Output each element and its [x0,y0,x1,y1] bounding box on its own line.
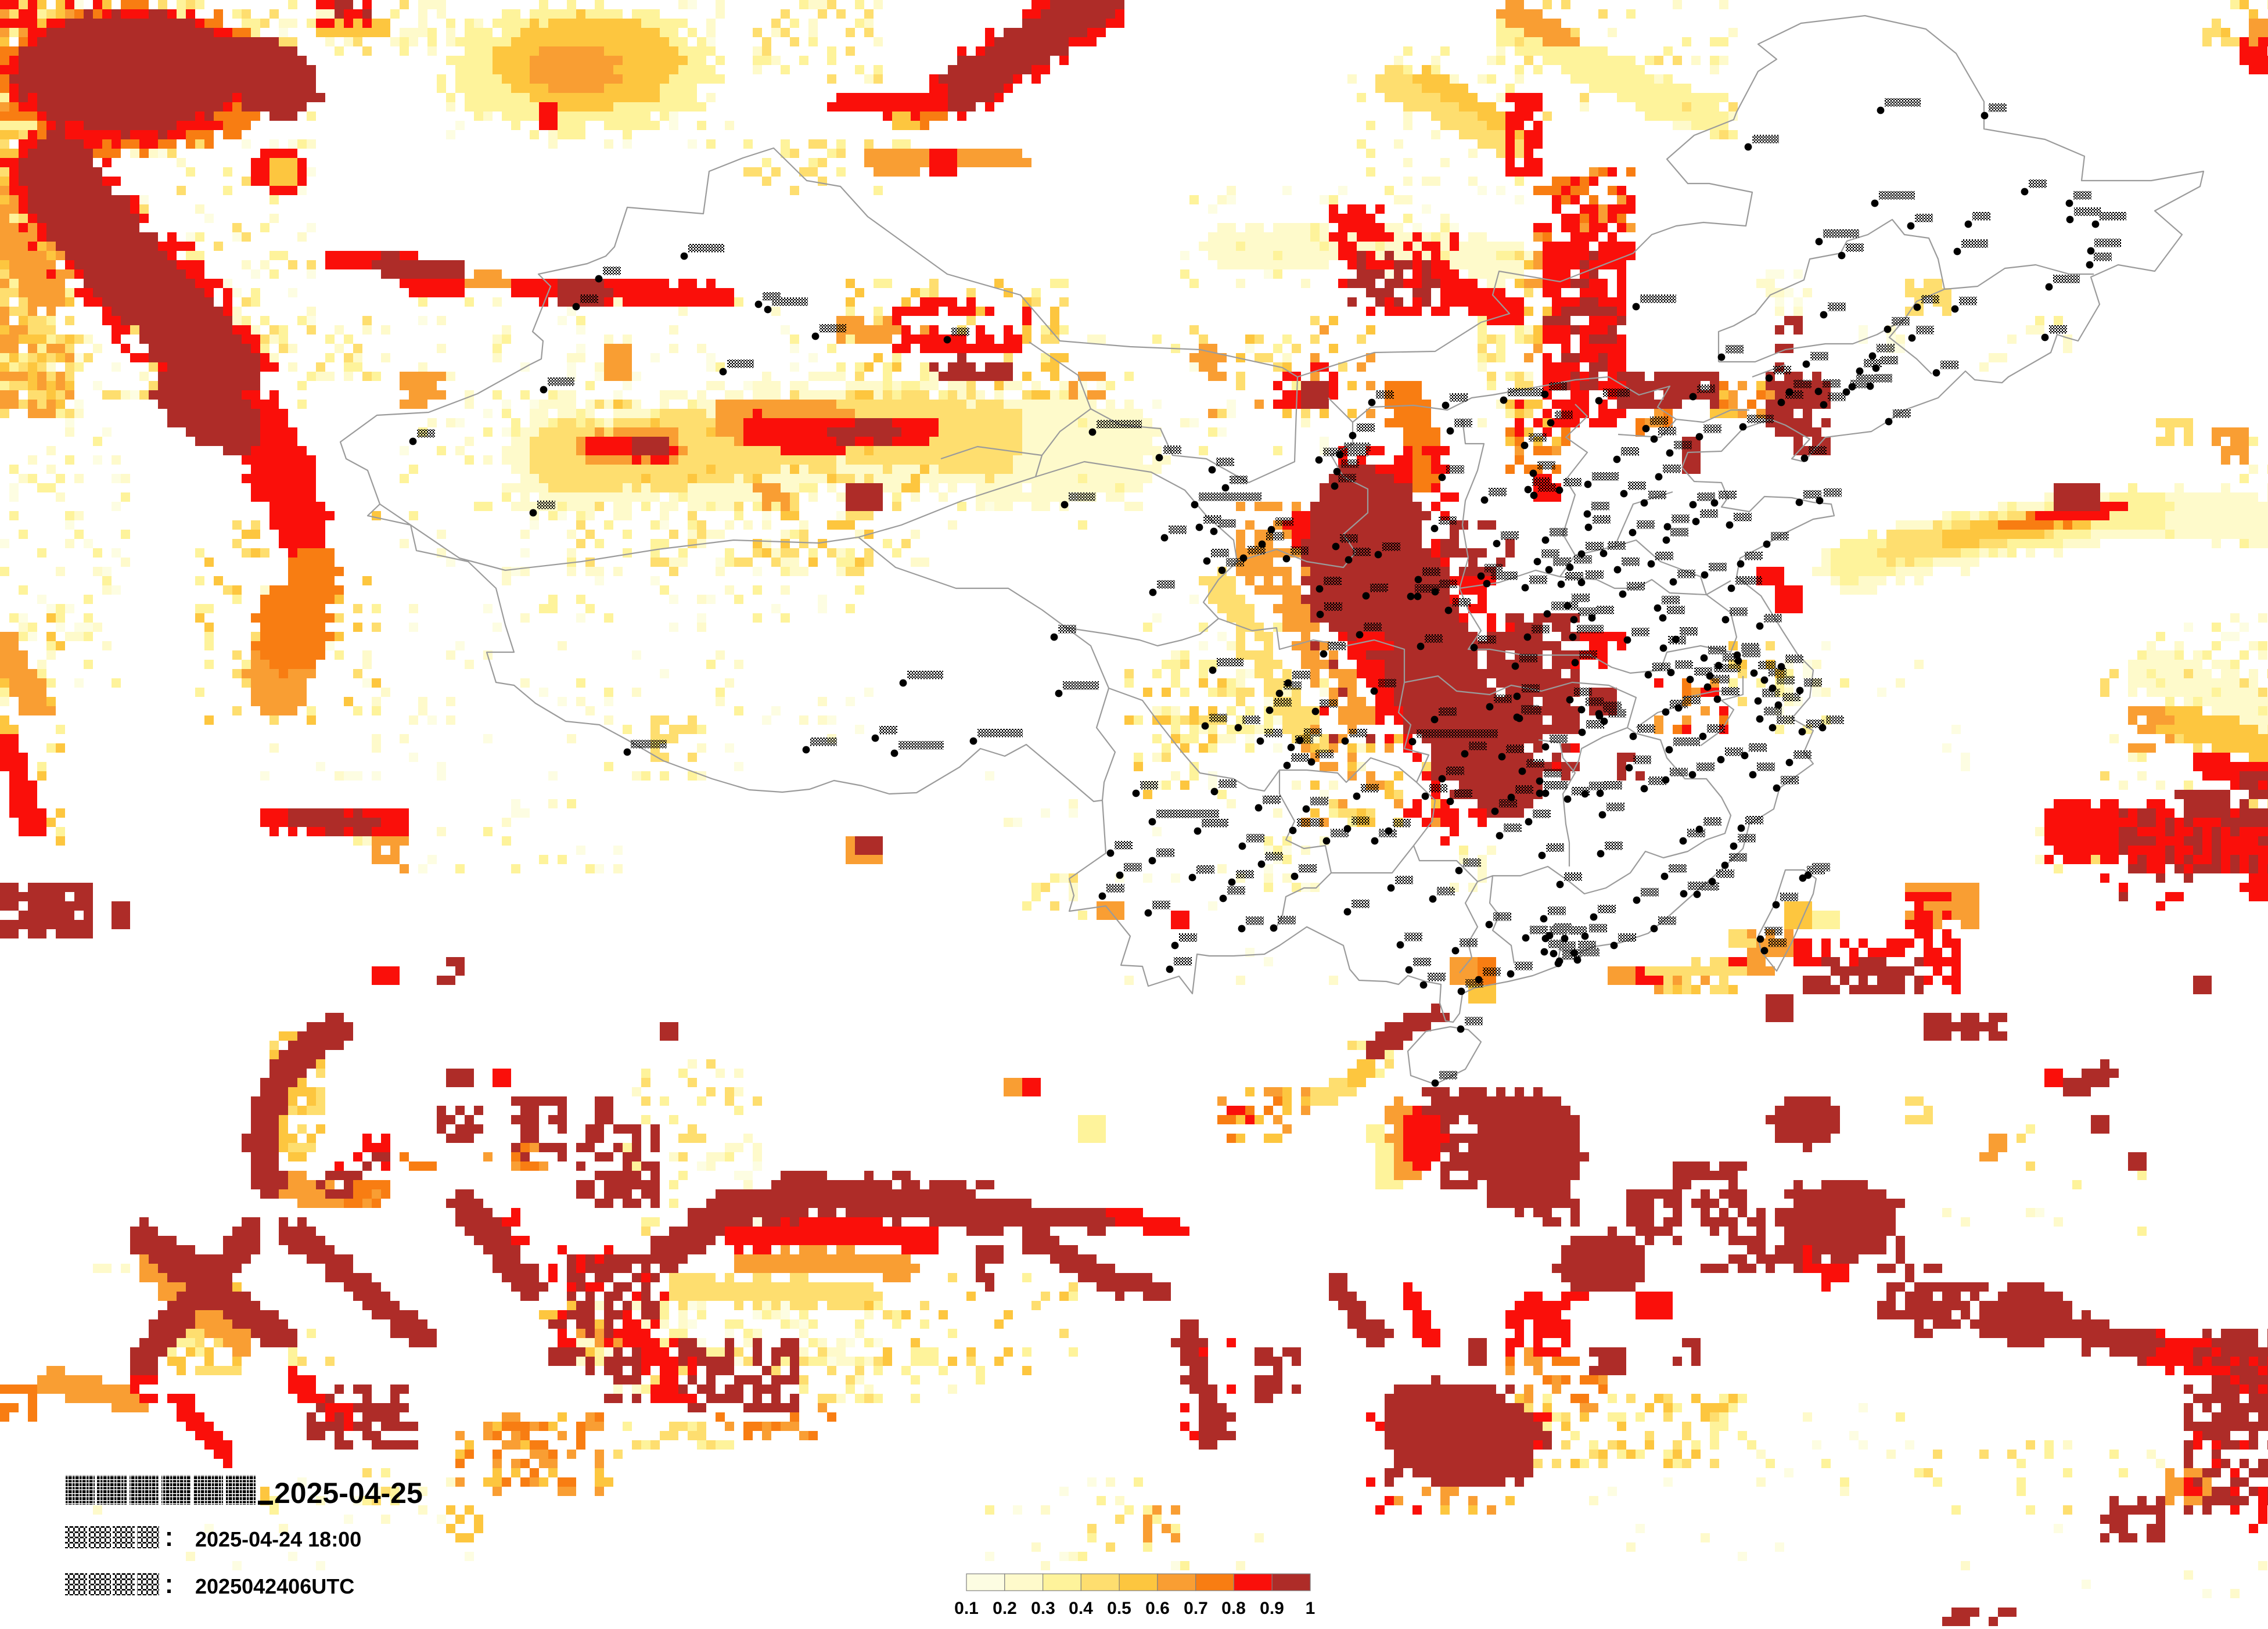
svg-text:2025-04-24 18:00: 2025-04-24 18:00 [195,1527,361,1551]
svg-text:0.2: 0.2 [993,1599,1017,1618]
svg-text:1: 1 [1306,1599,1315,1618]
svg-text:0.6: 0.6 [1145,1599,1170,1618]
svg-text:0.7: 0.7 [1184,1599,1208,1618]
svg-text:2025-04-25: 2025-04-25 [274,1477,423,1509]
svg-text:0.9: 0.9 [1260,1599,1284,1618]
svg-text:0.1: 0.1 [954,1599,979,1618]
svg-text:0.8: 0.8 [1221,1599,1246,1618]
svg-text:0.3: 0.3 [1031,1599,1055,1618]
svg-text:0.4: 0.4 [1069,1599,1093,1618]
svg-text:2025042406UTC: 2025042406UTC [195,1574,354,1598]
svg-text:0.5: 0.5 [1107,1599,1131,1618]
